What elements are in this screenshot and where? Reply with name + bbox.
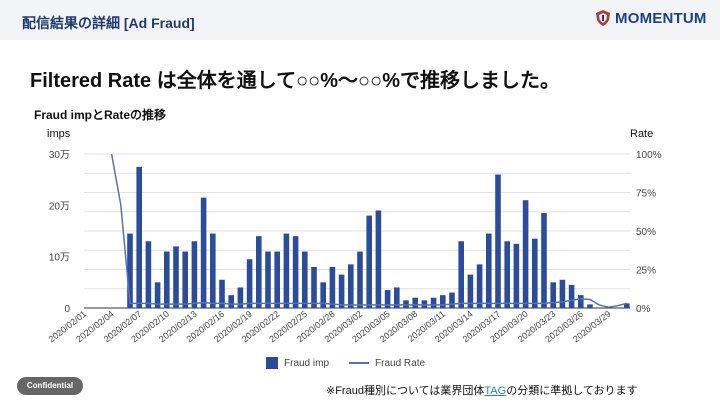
bar-fraud-imp (587, 304, 593, 308)
bar-fraud-imp (375, 210, 382, 308)
bar-fraud-imp (348, 264, 354, 308)
bar-fraud-imp (568, 284, 575, 308)
line-fraud-rate (110, 153, 627, 308)
bar-fraud-imp (302, 251, 308, 308)
bar-fraud-imp (274, 251, 280, 308)
bar-fraud-imp (403, 300, 409, 308)
bar-fraud-imp (200, 197, 207, 308)
chart-title: Fraud impとRateの推移 (34, 108, 167, 122)
bar-fraud-imp (228, 295, 234, 308)
bar-fraud-imp (550, 282, 556, 308)
bar-fraud-imp (320, 282, 326, 308)
bar-fraud-imp (366, 215, 372, 308)
y-tick-left: 10万 (49, 253, 70, 264)
y-tick-right: 100% (636, 150, 662, 161)
bar-fraud-imp (237, 287, 244, 308)
bar-fraud-imp (440, 295, 446, 308)
y-tick-left: 20万 (49, 201, 70, 212)
tag-link[interactable]: TAG (484, 385, 507, 397)
bar-fraud-imp (338, 274, 345, 308)
confidential-badge: Confidential (17, 377, 83, 395)
bar-fraud-imp (256, 236, 262, 308)
bar-fraud-imp (265, 251, 271, 308)
legend-fraud-imp: Fraud imp (284, 357, 330, 369)
footer-note: ※Fraud種別については業界団体TAGの分類に準拠しております (326, 385, 638, 397)
bar-fraud-imp (541, 213, 547, 308)
bar-fraud-imp (384, 290, 391, 308)
chart-legend: Fraud imp Fraud Rate (266, 357, 425, 369)
bar-fraud-imp (145, 241, 152, 308)
bar-fraud-imp (329, 266, 336, 308)
bar-fraud-imp (486, 233, 492, 308)
y-tick-right: 75% (636, 189, 656, 200)
page-title: 配信結果の詳細 [Ad Fraud] (22, 15, 195, 31)
bar-fraud-imp (357, 251, 363, 308)
bar-fraud-imp (495, 174, 501, 308)
bar-fraud-imp (412, 297, 418, 308)
bar-fraud-imp (522, 200, 529, 308)
y-tick-right: 25% (636, 266, 656, 277)
bar-fraud-imp (624, 303, 630, 308)
bar-fraud-imp (532, 238, 538, 308)
bar-fraud-imp (467, 274, 474, 308)
logo: MOMENTUM (594, 9, 707, 27)
legend-swatch-line (349, 362, 370, 364)
bar-fraud-imp (154, 282, 161, 308)
legend-fraud-rate: Fraud Rate (375, 357, 426, 369)
bar-fraud-imp (283, 233, 290, 308)
bar-fraud-imp (458, 241, 464, 308)
bar-fraud-imp (504, 241, 510, 308)
bar-fraud-imp (210, 233, 216, 308)
bar-fraud-imp (578, 295, 584, 308)
bar-fraud-imp (173, 246, 179, 308)
shield-icon (596, 10, 610, 26)
bar-fraud-imp (219, 279, 225, 308)
bar-fraud-imp (127, 233, 133, 308)
headline: Filtered Rate は全体を通して○○%〜○○%で推移しました。 (30, 70, 560, 92)
bar-fraud-imp (292, 236, 299, 308)
bar-fraud-imp (559, 279, 566, 308)
y-tick-right: 0% (636, 304, 651, 315)
bar-fraud-imp (421, 300, 428, 308)
bar-fraud-imp (246, 259, 253, 308)
bar-fraud-imp (476, 264, 483, 308)
legend-swatch-bar (266, 357, 278, 369)
bar-fraud-imp (449, 292, 455, 308)
bar-fraud-imp (191, 241, 198, 308)
bar-fraud-imp (182, 251, 188, 308)
bar-fraud-imp (394, 287, 400, 308)
bar-fraud-imp (164, 251, 170, 308)
y-tick-right: 50% (636, 227, 656, 238)
y-tick-left: 0 (64, 304, 70, 315)
bar-fraud-imp (311, 266, 317, 308)
bar-fraud-imp (430, 297, 437, 308)
y-axis-label-right: Rate (630, 128, 653, 140)
y-tick-left: 30万 (49, 150, 70, 161)
y-axis-label-left: imps (47, 128, 71, 140)
bar-fraud-imp (513, 243, 520, 308)
bar-fraud-imp (136, 166, 142, 308)
